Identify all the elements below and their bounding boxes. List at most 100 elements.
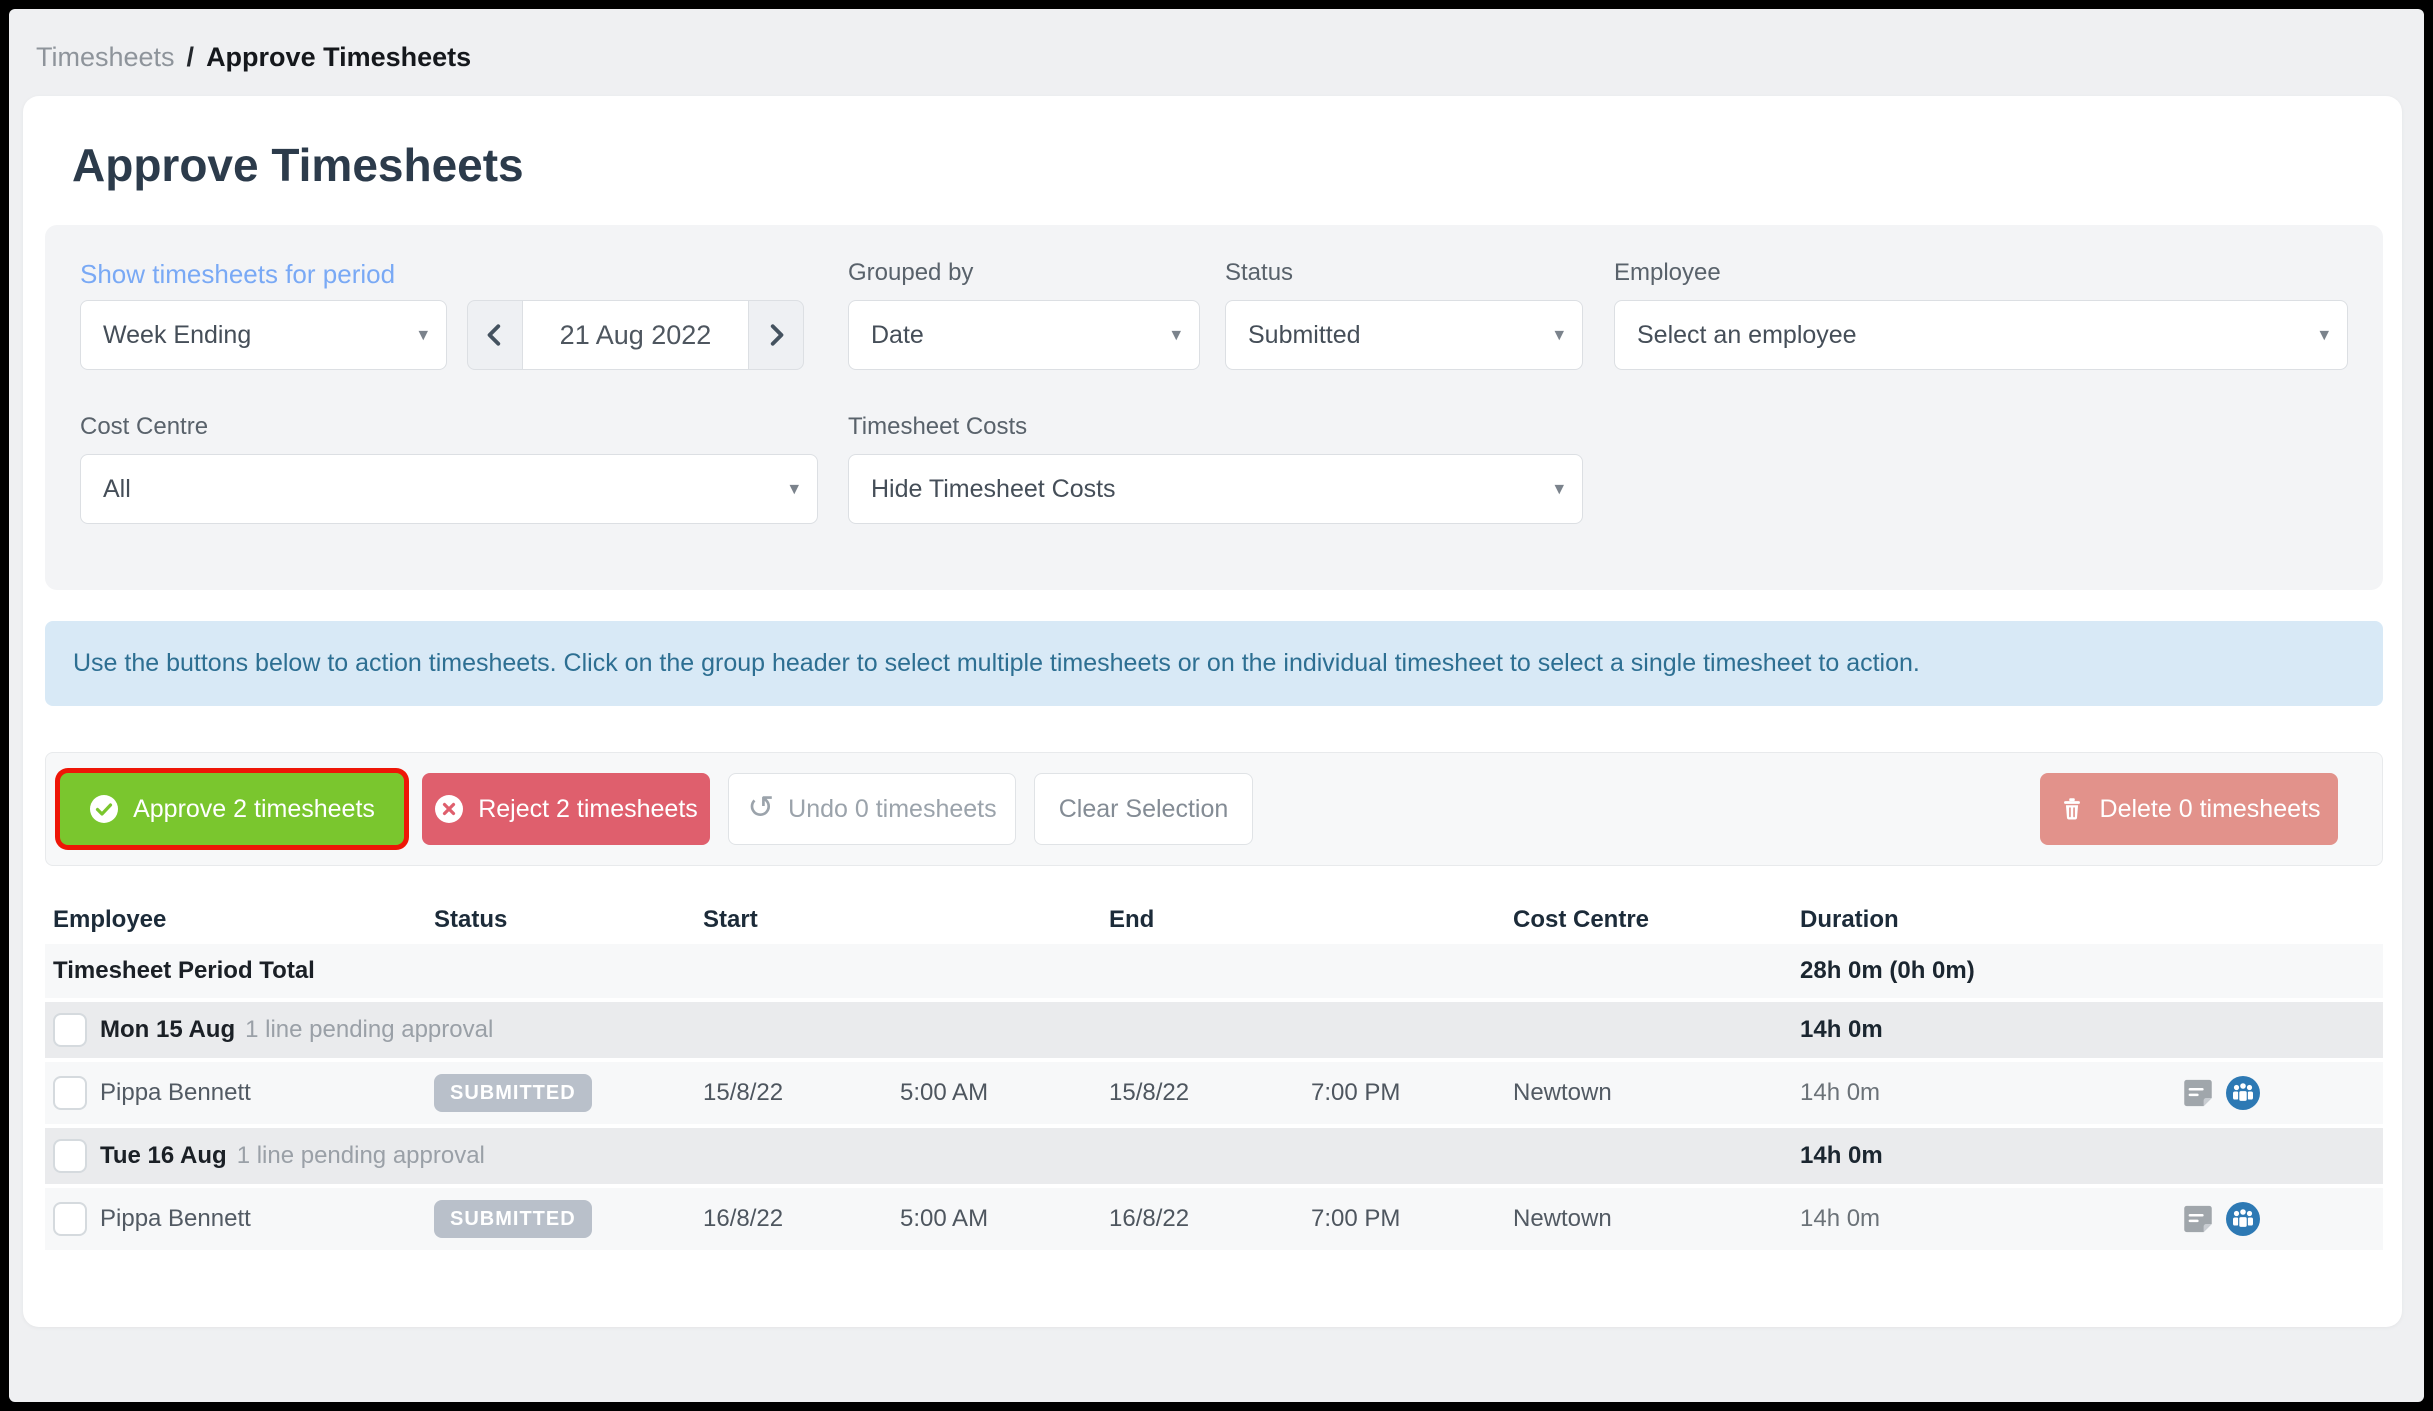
filter-panel: Show timesheets for period Week Ending ▾…: [45, 225, 2383, 590]
note-icon[interactable]: [2183, 1078, 2213, 1108]
reject-timesheets-button[interactable]: Reject 2 timesheets: [422, 773, 710, 845]
period-date-value[interactable]: 21 Aug 2022: [522, 301, 749, 369]
clear-selection-label: Clear Selection: [1058, 794, 1229, 823]
app-viewport: Timesheets / Approve Timesheets Approve Ti…: [9, 9, 2424, 1402]
cost-centre-select[interactable]: All ▾: [80, 454, 818, 524]
breadcrumb: Timesheets / Approve Timesheets: [36, 42, 471, 73]
timesheet-row[interactable]: Pippa Bennett SUBMITTED 16/8/22 5:00 AM …: [45, 1188, 2383, 1250]
timesheet-table: Employee Status Start End Cost Centre Du…: [45, 896, 2383, 1254]
timesheet-row[interactable]: Pippa Bennett SUBMITTED 15/8/22 5:00 AM …: [45, 1062, 2383, 1124]
row-checkbox[interactable]: [53, 1076, 87, 1110]
row-end-time: 7:00 PM: [1311, 1205, 1401, 1232]
period-total-row: Timesheet Period Total 28h 0m (0h 0m): [45, 944, 2383, 998]
info-banner-text: Use the buttons below to action timeshee…: [73, 649, 1920, 677]
status-badge: SUBMITTED: [434, 1074, 592, 1112]
approve-timesheets-button[interactable]: Approve 2 timesheets: [60, 773, 404, 845]
grouped-by-select[interactable]: Date ▾: [848, 300, 1200, 370]
group-header-row[interactable]: Mon 15 Aug 1 line pending approval 14h 0m: [45, 1002, 2383, 1058]
delete-timesheets-button[interactable]: Delete 0 timesheets: [2040, 773, 2338, 845]
x-circle-icon: [435, 795, 464, 823]
table-header-row: Employee Status Start End Cost Centre Du…: [45, 896, 2383, 944]
chevron-right-icon: [770, 324, 784, 346]
period-label-link[interactable]: Show timesheets for period: [80, 259, 396, 289]
row-end-date: 15/8/22: [1109, 1079, 1190, 1106]
chevron-down-icon: ▾: [1554, 478, 1564, 500]
row-employee: Pippa Bennett: [100, 1205, 251, 1232]
next-period-button[interactable]: [749, 301, 803, 369]
timesheet-costs-label: Timesheet Costs: [848, 413, 1028, 440]
group-checkbox[interactable]: [53, 1013, 87, 1047]
status-value: Submitted: [1248, 320, 1361, 349]
undo-timesheets-button[interactable]: ↺ Undo 0 timesheets: [728, 773, 1016, 845]
status-label: Status: [1225, 259, 1294, 286]
cost-centre-value: All: [103, 474, 131, 503]
row-checkbox[interactable]: [53, 1202, 87, 1236]
header-duration: Duration: [1800, 906, 1899, 933]
approve-button-label: Approve 2 timesheets: [133, 794, 375, 823]
chevron-down-icon: ▾: [789, 478, 799, 500]
timesheet-costs-value: Hide Timesheet Costs: [871, 474, 1116, 503]
row-start-date: 16/8/22: [703, 1205, 784, 1232]
people-icon[interactable]: [2225, 1075, 2261, 1111]
employee-value: Select an employee: [1637, 320, 1857, 349]
breadcrumb-current: Approve Timesheets: [206, 42, 472, 72]
row-duration: 14h 0m: [1800, 1205, 1881, 1232]
trash-icon: [2063, 798, 2080, 820]
period-total-duration: 28h 0m (0h 0m): [1800, 957, 1975, 984]
breadcrumb-separator: /: [186, 42, 195, 72]
cost-centre-label: Cost Centre: [80, 413, 209, 440]
note-icon[interactable]: [2183, 1204, 2213, 1234]
status-badge: SUBMITTED: [434, 1200, 592, 1238]
period-date-navigator: 21 Aug 2022: [467, 300, 804, 370]
employee-label: Employee: [1614, 259, 1721, 286]
header-start: Start: [703, 906, 758, 933]
header-status: Status: [434, 906, 508, 933]
row-cost-centre: Newtown: [1513, 1079, 1612, 1106]
group-pending-note: 1 line pending approval: [236, 1142, 485, 1169]
row-start-time: 5:00 AM: [900, 1079, 989, 1106]
delete-button-label: Delete 0 timesheets: [2099, 794, 2321, 823]
chevron-down-icon: ▾: [1554, 324, 1564, 346]
grouped-by-value: Date: [871, 320, 924, 349]
reject-button-label: Reject 2 timesheets: [478, 794, 698, 823]
grouped-by-label: Grouped by: [848, 259, 974, 286]
clear-selection-button[interactable]: Clear Selection: [1034, 773, 1253, 845]
row-start-time: 5:00 AM: [900, 1205, 989, 1232]
row-cost-centre: Newtown: [1513, 1205, 1612, 1232]
row-duration: 14h 0m: [1800, 1079, 1881, 1106]
breadcrumb-timesheets-link[interactable]: Timesheets: [36, 42, 175, 72]
chevron-down-icon: ▾: [418, 324, 428, 346]
group-date: Tue 16 Aug: [100, 1142, 227, 1169]
period-total-label: Timesheet Period Total: [53, 957, 315, 984]
status-select[interactable]: Submitted ▾: [1225, 300, 1583, 370]
timesheet-costs-select[interactable]: Hide Timesheet Costs ▾: [848, 454, 1583, 524]
header-employee: Employee: [53, 906, 167, 933]
row-employee: Pippa Bennett: [100, 1079, 251, 1106]
page-title: Approve Timesheets: [72, 139, 524, 191]
chevron-left-icon: [487, 324, 501, 346]
period-type-value: Week Ending: [103, 320, 252, 349]
group-duration: 14h 0m: [1800, 1142, 1883, 1169]
chevron-down-icon: ▾: [1171, 324, 1181, 346]
row-end-date: 16/8/22: [1109, 1205, 1190, 1232]
header-cost-centre: Cost Centre: [1513, 906, 1650, 933]
undo-button-label: Undo 0 timesheets: [788, 794, 997, 823]
group-pending-note: 1 line pending approval: [245, 1016, 494, 1043]
approve-timesheets-card: Approve Timesheets Show timesheets for p…: [23, 96, 2402, 1327]
employee-select[interactable]: Select an employee ▾: [1614, 300, 2348, 370]
row-start-date: 15/8/22: [703, 1079, 784, 1106]
action-bar: Approve 2 timesheets Reject 2 timesheets…: [45, 752, 2383, 866]
group-date: Mon 15 Aug: [100, 1016, 236, 1043]
previous-period-button[interactable]: [468, 301, 522, 369]
chevron-down-icon: ▾: [2319, 324, 2329, 346]
group-checkbox[interactable]: [53, 1139, 87, 1173]
period-type-select[interactable]: Week Ending ▾: [80, 300, 447, 370]
undo-arrow-icon: ↺: [747, 789, 775, 825]
group-header-row[interactable]: Tue 16 Aug 1 line pending approval 14h 0m: [45, 1128, 2383, 1184]
group-duration: 14h 0m: [1800, 1016, 1883, 1043]
people-icon[interactable]: [2225, 1201, 2261, 1237]
check-circle-icon: [90, 795, 119, 823]
row-end-time: 7:00 PM: [1311, 1079, 1401, 1106]
header-end: End: [1109, 906, 1155, 933]
info-banner: Use the buttons below to action timeshee…: [45, 621, 2383, 706]
